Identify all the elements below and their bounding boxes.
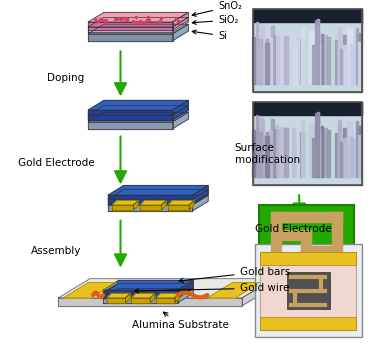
Polygon shape [108,195,192,204]
Polygon shape [58,298,242,306]
Polygon shape [88,105,188,115]
Polygon shape [103,290,178,298]
FancyBboxPatch shape [259,205,354,283]
Polygon shape [108,195,208,205]
Polygon shape [178,281,193,298]
Polygon shape [173,101,188,120]
Polygon shape [108,185,208,195]
FancyBboxPatch shape [253,102,362,185]
Polygon shape [103,281,193,290]
Polygon shape [173,112,188,129]
Polygon shape [178,284,193,296]
Text: Si: Si [192,30,227,41]
Polygon shape [88,17,188,27]
Polygon shape [192,189,208,203]
Text: Gold Electrode: Gold Electrode [255,224,331,234]
Polygon shape [125,294,130,303]
Polygon shape [88,22,173,30]
Text: Surface
modification: Surface modification [235,143,300,165]
Polygon shape [131,298,150,303]
Polygon shape [88,122,173,129]
Bar [253,9,362,92]
Polygon shape [88,101,188,110]
Text: Alumina Substrate: Alumina Substrate [132,312,229,330]
Polygon shape [88,13,188,22]
Polygon shape [173,105,188,120]
Polygon shape [112,200,138,205]
Polygon shape [173,24,188,40]
Polygon shape [131,294,155,298]
Text: SiO₂: SiO₂ [192,15,239,25]
Polygon shape [108,205,192,211]
Polygon shape [108,199,192,203]
Polygon shape [107,294,130,298]
Polygon shape [161,200,166,210]
Polygon shape [207,282,260,298]
Polygon shape [58,279,274,298]
Polygon shape [150,294,155,303]
Polygon shape [103,288,193,298]
Polygon shape [242,279,274,306]
Polygon shape [88,112,188,122]
Polygon shape [168,205,189,210]
Polygon shape [103,293,178,296]
Polygon shape [173,13,188,30]
Polygon shape [192,195,208,211]
Text: Gold Electrode: Gold Electrode [18,158,94,168]
Polygon shape [112,205,133,210]
Text: Gold bars: Gold bars [179,266,290,282]
Polygon shape [103,284,193,293]
FancyBboxPatch shape [260,316,356,330]
Text: Gold wire: Gold wire [134,283,289,293]
Polygon shape [156,294,179,298]
Polygon shape [88,115,173,120]
Bar [253,102,362,185]
Polygon shape [63,282,116,298]
Polygon shape [192,185,208,204]
Polygon shape [178,288,193,303]
Polygon shape [156,298,174,303]
Polygon shape [107,298,125,303]
Polygon shape [108,189,208,199]
Polygon shape [88,27,173,32]
Polygon shape [103,298,178,303]
Polygon shape [133,200,138,210]
FancyBboxPatch shape [287,272,330,309]
Polygon shape [174,294,179,303]
Text: SnO₂: SnO₂ [192,1,242,16]
FancyBboxPatch shape [260,252,356,330]
Text: Assembly: Assembly [31,246,81,256]
Polygon shape [189,200,194,210]
Polygon shape [88,34,173,40]
FancyBboxPatch shape [260,252,356,265]
Polygon shape [88,24,188,34]
Polygon shape [140,200,166,205]
Polygon shape [140,205,161,210]
FancyBboxPatch shape [255,244,362,337]
FancyBboxPatch shape [253,9,362,92]
Polygon shape [168,200,194,205]
Polygon shape [173,17,188,32]
Text: Doping: Doping [47,73,85,83]
Polygon shape [88,110,173,120]
